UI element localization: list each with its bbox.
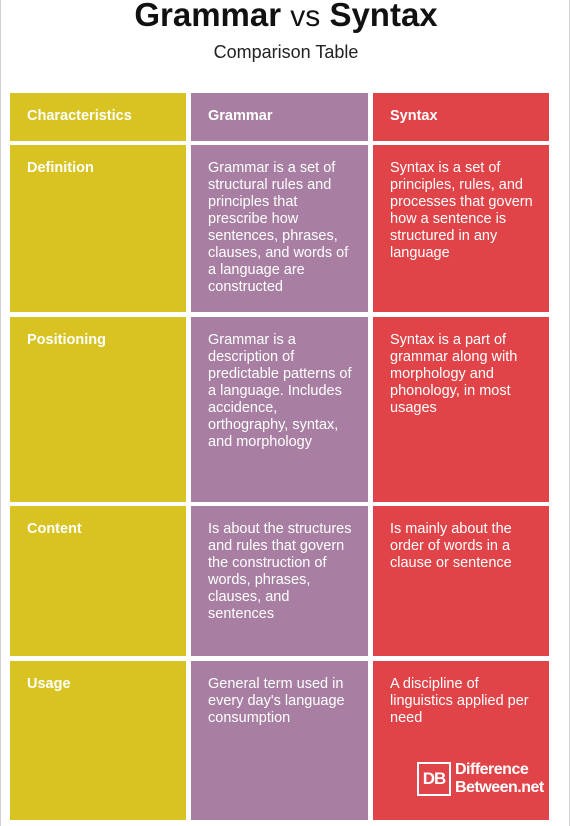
grammar-positioning: Grammar is a description of predictable … [191, 317, 368, 502]
header-grammar: Grammar [191, 93, 368, 141]
page-subtitle: Comparison Table [213, 42, 359, 62]
grammar-content: Is about the structures and rules that g… [191, 506, 368, 656]
row-label-positioning: Positioning [10, 317, 186, 502]
row-label-usage: Usage [10, 661, 186, 820]
differencebetween-logo: DB Difference Between.net [417, 759, 544, 803]
syntax-positioning: Syntax is a part of grammar along with m… [373, 317, 549, 502]
page-title: Grammar vs Syntax [0, 0, 572, 34]
syntax-usage: A discipline of linguistics applied per … [373, 661, 549, 820]
title-syntax: Syntax [329, 0, 438, 33]
db-logo-mark: DB [417, 762, 451, 796]
title-grammar: Grammar [134, 0, 282, 33]
grammar-definition: Grammar is a set of structural rules and… [191, 145, 368, 312]
row-label-definition: Definition [10, 145, 186, 312]
grammar-usage: General term used in every day's languag… [191, 661, 368, 820]
title-vs: vs [290, 0, 321, 33]
header-syntax: Syntax [373, 93, 549, 141]
logo-text-line1: Difference [455, 761, 529, 778]
logo-text-line2: Between.net [455, 779, 544, 796]
row-label-content: Content [10, 506, 186, 656]
header-characteristics: Characteristics [10, 93, 186, 141]
syntax-definition: Syntax is a set of principles, rules, an… [373, 145, 549, 312]
syntax-content: Is mainly about the order of words in a … [373, 506, 549, 656]
